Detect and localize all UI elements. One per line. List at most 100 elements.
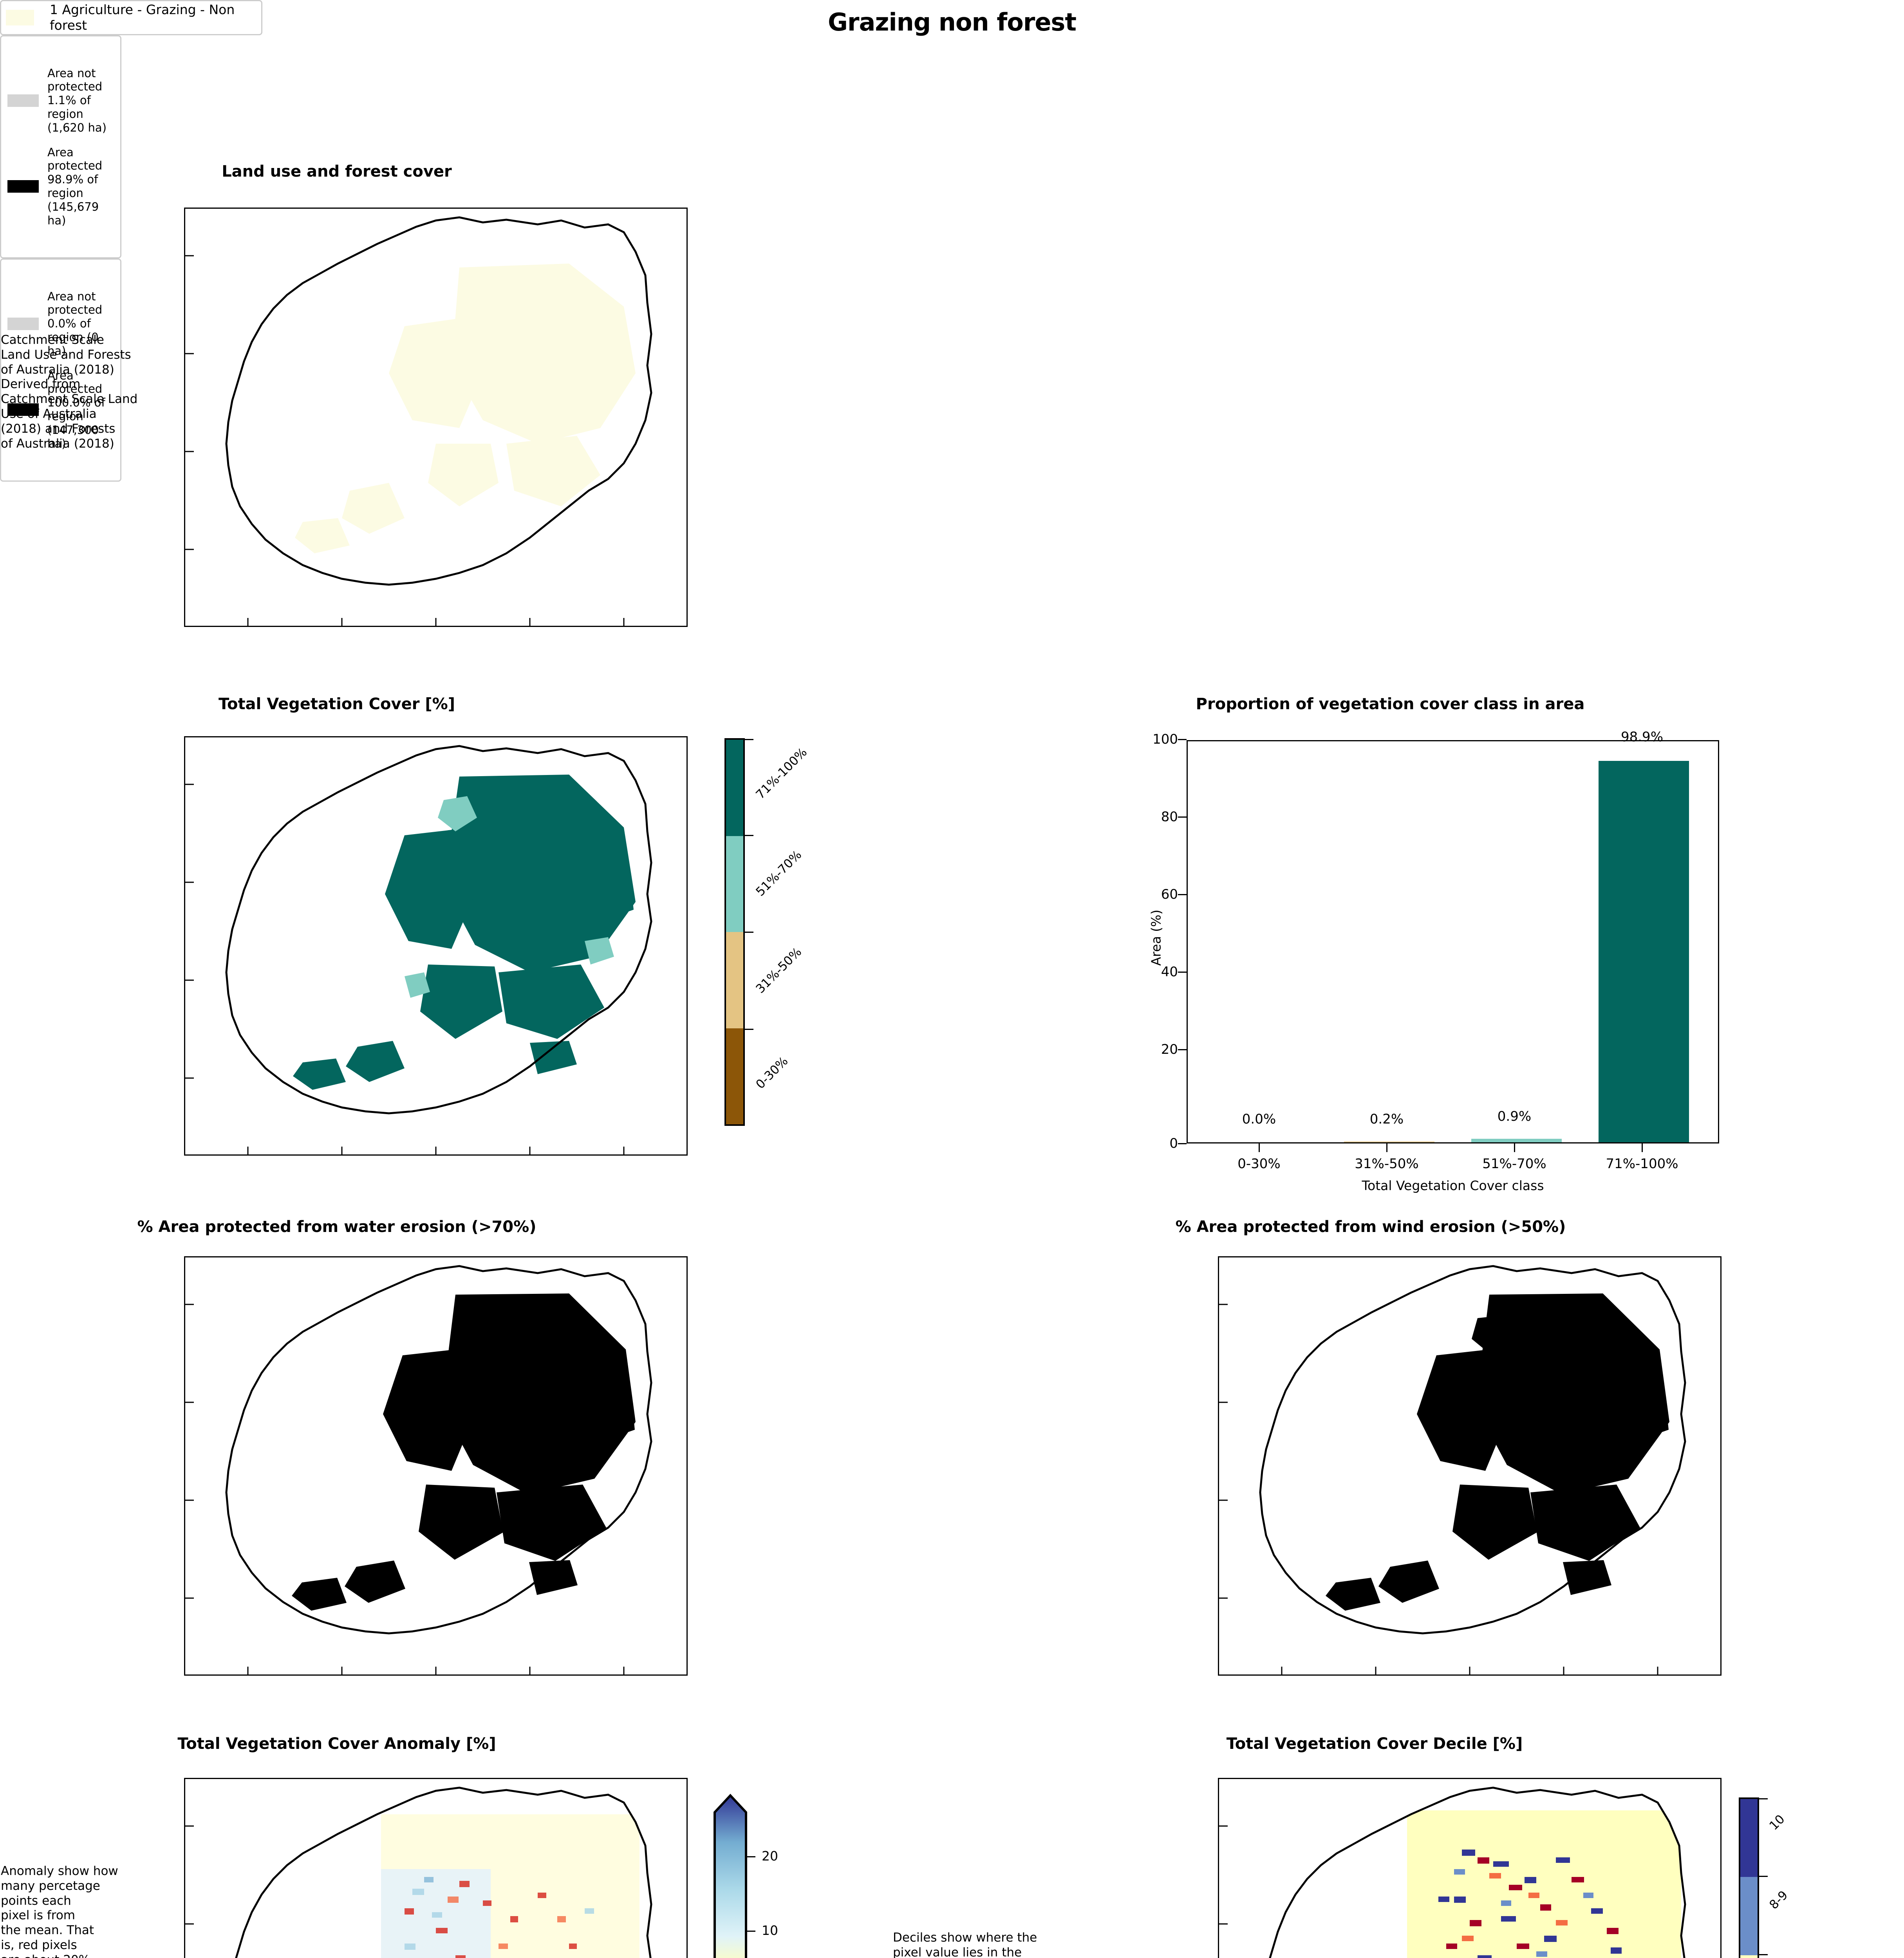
cover-colorbar-label: 71%-100% [753, 745, 810, 802]
y-tick-label: 20 [1161, 1042, 1178, 1057]
cover-seg-51-70 [726, 836, 743, 932]
bar-value-label: 0.0% [1242, 1111, 1276, 1127]
cover-panel-title: Total Vegetation Cover [%] [218, 695, 455, 713]
legend-item-label: Area protected 100.0% of region (147,300… [47, 368, 105, 450]
x-tick-label: 51%-70% [1482, 1156, 1546, 1172]
map-anomaly[interactable] [184, 1778, 688, 1958]
legend-swatch-icon [7, 403, 39, 416]
bar-value-label: 0.2% [1369, 1111, 1404, 1127]
y-tick-icon [1178, 816, 1187, 818]
cover-tick-icon [745, 835, 753, 836]
y-tick-label: 40 [1161, 964, 1178, 980]
wind-erosion-legend: Area not protected 0.0% of region (0 ha)… [0, 258, 121, 482]
cover-tick-icon [745, 1029, 753, 1030]
catchment-boundary [225, 1265, 652, 1635]
map-ticks [1219, 1304, 1658, 1674]
legend-swatch-icon [7, 94, 39, 107]
decile-panel-title: Total Vegetation Cover Decile [%] [1226, 1735, 1523, 1753]
y-tick-label: 60 [1161, 887, 1178, 902]
cover-class-51-70 [405, 796, 614, 998]
x-tick-icon [1259, 1143, 1260, 1152]
anomaly-tick-icon [746, 1931, 755, 1932]
map-landuse-svg [185, 216, 652, 626]
cover-colorbar: 71%-100% 51%-70% 31%-50% 0-30% [724, 738, 928, 1126]
map-total-vegetation-cover[interactable] [184, 736, 688, 1156]
x-axis-title: Total Vegetation Cover class [1362, 1178, 1544, 1193]
y-tick-icon [1178, 894, 1187, 895]
map-ticks [185, 784, 625, 1154]
decile-explanation-note: Deciles show where the pixel value lies … [893, 1931, 1037, 1958]
legend-swatch-icon [7, 317, 39, 330]
map-water-svg [185, 1265, 652, 1674]
anomaly-colorbar-label: 10 [762, 1923, 778, 1938]
x-tick-label: 31%-50% [1355, 1156, 1419, 1172]
map-decile-svg [1219, 1786, 1686, 1958]
y-tick-icon [1178, 739, 1187, 740]
legend-item-label: Area not protected 1.1% of region (1,620… [47, 66, 107, 134]
legend-swatch-icon [6, 10, 34, 25]
catchment-boundary [225, 745, 652, 1114]
cover-seg-31-50 [726, 932, 743, 1028]
catchment-boundary [225, 216, 652, 586]
map-water-erosion[interactable] [184, 1256, 688, 1676]
map-ticks [1219, 1825, 1228, 1925]
map-ticks [185, 1825, 194, 1925]
cover-class-71-100 [293, 775, 636, 1090]
catchment-boundary [235, 1786, 652, 1958]
y-tick-icon [1178, 1143, 1187, 1144]
decile-tick-icon [1759, 1876, 1768, 1877]
legend-item: Area not protected 0.0% of region (0 ha) [7, 290, 102, 358]
map-wind-svg [1219, 1265, 1686, 1674]
decile-colorbar: 10 8-9 4-7 2-3 1 [1739, 1797, 1903, 1958]
proportion-bar-chart: 100 80 60 40 20 0 Area (%) 0.0% 0.2% 0.9… [1136, 729, 1723, 1206]
water-erosion-legend: Area not protected 1.1% of region (1,620… [0, 35, 121, 258]
legend-item-label: Area protected 98.9% of region (145,679 … [47, 145, 103, 227]
decile-colorbar-strip [1739, 1797, 1759, 1958]
anomaly-colorbar: 20 10 0 −10 −20 [707, 1794, 871, 1958]
x-tick-icon [1386, 1143, 1387, 1152]
landuse-fill [295, 264, 636, 553]
proportion-panel-title: Proportion of vegetation cover class in … [1196, 695, 1585, 713]
protected-area-fill [1326, 1293, 1669, 1611]
landuse-source-note: Catchment Scale Land Use and Forests of … [1, 333, 138, 451]
catchment-boundary [1259, 1265, 1686, 1635]
decile-colorbar-label: 8-9 [1767, 1888, 1791, 1912]
wind-erosion-panel-title: % Area protected from wind erosion (>50%… [1175, 1218, 1566, 1236]
cover-seg-0-30 [726, 1028, 743, 1124]
anomaly-colorbar-strip [714, 1794, 747, 1958]
cover-colorbar-label: 31%-50% [753, 945, 805, 996]
map-ticks [185, 255, 625, 626]
legend-item: 1 Agriculture - Grazing - Non forest [6, 2, 257, 33]
legend-item: Area protected 100.0% of region (147,300… [7, 369, 105, 451]
water-erosion-panel-title: % Area protected from water erosion (>70… [137, 1218, 537, 1236]
decile-tick-icon [1759, 1798, 1768, 1799]
bar-value-label: 0.9% [1497, 1109, 1532, 1124]
anomaly-panel-title: Total Vegetation Cover Anomaly [%] [177, 1735, 496, 1753]
landuse-legend: 1 Agriculture - Grazing - Non forest [0, 0, 262, 35]
decile-seg-10 [1740, 1799, 1758, 1877]
protected-area-fill [292, 1293, 636, 1611]
y-axis-title: Area (%) [1148, 909, 1164, 966]
anomaly-tick-icon [746, 1856, 755, 1857]
legend-item: Area not protected 1.1% of region (1,620… [7, 67, 107, 135]
bar-51-70[interactable] [1471, 1139, 1562, 1142]
page-title: Grazing non forest [828, 8, 1077, 36]
legend-item: Area protected 98.9% of region (145,679 … [7, 146, 102, 228]
map-landuse[interactable] [184, 208, 688, 627]
bar-chart-plot-area [1187, 740, 1719, 1143]
bar-71-100[interactable] [1599, 761, 1689, 1142]
map-wind-erosion[interactable] [1218, 1256, 1722, 1676]
map-decile[interactable] [1218, 1778, 1722, 1958]
cover-colorbar-strip [724, 738, 745, 1126]
legend-item-label: Area not protected 0.0% of region (0 ha) [47, 289, 103, 358]
decile-tick-icon [1759, 1954, 1768, 1955]
legend-item-label: 1 Agriculture - Grazing - Non forest [50, 2, 235, 33]
y-tick-icon [1178, 972, 1187, 973]
x-tick-icon [1514, 1143, 1515, 1152]
cover-tick-icon [745, 932, 753, 933]
x-tick-label: 71%-100% [1606, 1156, 1678, 1172]
cover-tick-icon [745, 739, 753, 740]
map-ticks [185, 1304, 625, 1674]
cover-colorbar-label: 0-30% [753, 1054, 791, 1092]
decile-colorbar-label: 10 [1767, 1812, 1788, 1833]
